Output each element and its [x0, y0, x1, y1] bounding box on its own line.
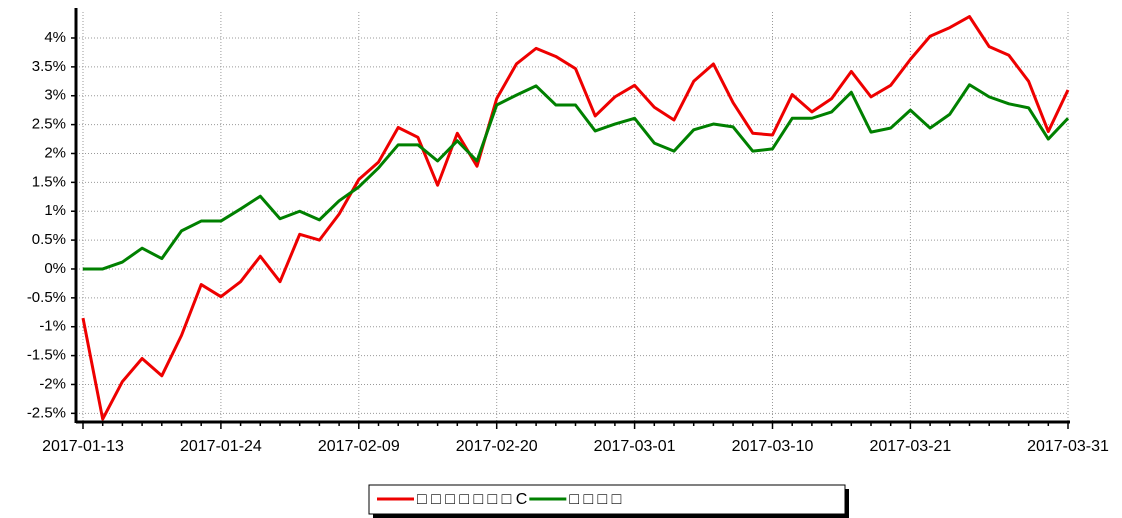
x-tick-label: 2017-02-20 — [456, 438, 538, 455]
y-tick-label: -1% — [39, 318, 66, 335]
y-tick-label: -1.5% — [27, 347, 66, 364]
y-tick-label: 2.5% — [32, 116, 66, 133]
y-tick-label: 1.5% — [32, 173, 66, 190]
y-tick-label: -2.5% — [27, 404, 66, 421]
y-tick-label: 2% — [44, 144, 66, 161]
line-series — [83, 83, 1070, 271]
x-tick-label: 2017-03-10 — [732, 438, 814, 455]
y-tick-label: -2% — [39, 375, 66, 392]
y-tick-label: 0.5% — [32, 231, 66, 248]
line-series — [81, 15, 1070, 421]
y-tick-label: 3.5% — [32, 58, 66, 75]
y-tick-label: 0% — [44, 260, 66, 277]
x-tick-label: 2017-01-24 — [180, 438, 262, 455]
legend-box — [368, 484, 846, 515]
y-tick-label: 1% — [44, 202, 66, 219]
x-tick-label: 2017-03-21 — [869, 438, 951, 455]
y-tick-label: -0.5% — [27, 289, 66, 306]
x-tick-label: 2017-02-09 — [318, 438, 400, 455]
y-tick-label: 3% — [44, 87, 66, 104]
x-tick-label: 2017-03-01 — [594, 438, 676, 455]
legend-label: □ □ □ □ □ □ □ C — [417, 491, 527, 508]
x-tick-label: 2017-01-13 — [42, 438, 124, 455]
y-tick-label: 4% — [44, 29, 66, 46]
legend-label: □ □ □ □ — [569, 491, 621, 508]
x-tick-label: 2017-03-31 — [1027, 438, 1109, 455]
